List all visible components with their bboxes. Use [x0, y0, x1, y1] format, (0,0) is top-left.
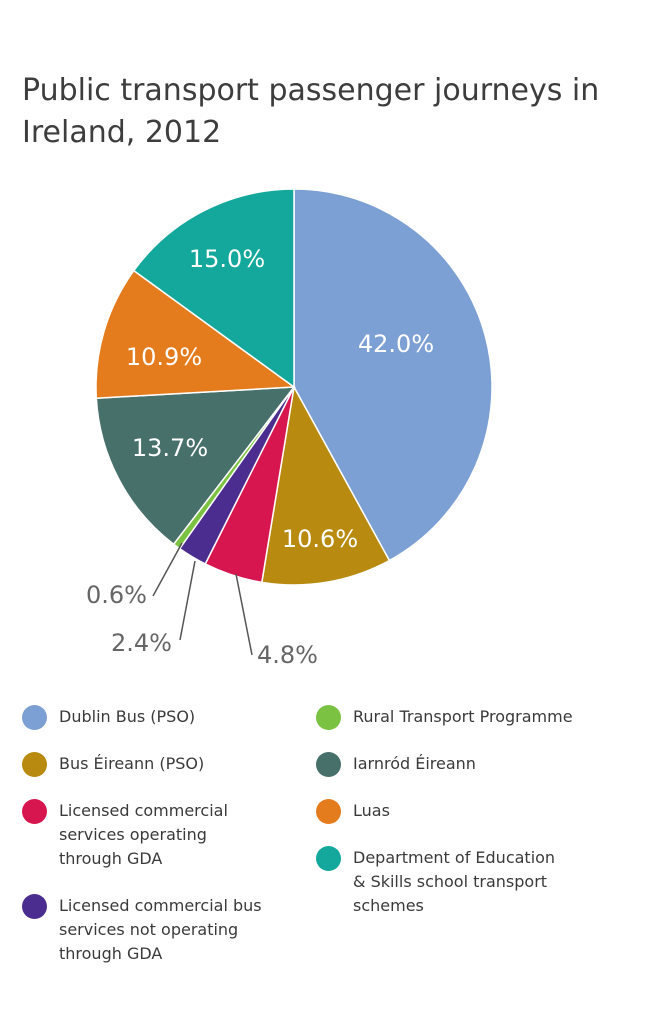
data-label-4: 0.6%	[86, 581, 147, 609]
legend-label-line: Rural Transport Programme	[353, 707, 573, 726]
legend-item-7: Department of Education & Skills school t…	[316, 846, 555, 918]
legend-label-line: Dublin Bus (PSO)	[59, 707, 196, 726]
leader-line-4	[152, 542, 183, 597]
pie-slice-7	[132, 188, 295, 389]
legend-label-line: Licensed commercial bus	[59, 896, 262, 915]
pie-slice-5	[95, 386, 296, 546]
legend-label-2: Licensed commercial services operating thr…	[59, 799, 228, 871]
legend-label-line: through GDA	[59, 849, 163, 868]
legend-label-line: schemes	[353, 896, 424, 915]
data-label-1: 10.6%	[282, 525, 358, 553]
legend-item-2: Licensed commercial services operating thr…	[22, 799, 228, 871]
legend-label-line: & Skills school transport	[353, 872, 548, 891]
legend-label-6: Luas	[353, 799, 390, 823]
legend-item-1: Bus Éireann (PSO)	[22, 752, 204, 777]
legend-label-line: Luas	[353, 801, 390, 820]
legend-label-4: Rural Transport Programme	[353, 705, 573, 729]
legend-item-4: Rural Transport Programme	[316, 705, 573, 730]
legend-swatch-1	[22, 752, 47, 777]
legend-swatch-0	[22, 705, 47, 730]
pie-slice-0	[293, 188, 493, 562]
legend-label-7: Department of Education & Skills school t…	[353, 846, 555, 918]
legend-label-line: Licensed commercial	[59, 801, 228, 820]
data-label-6: 10.9%	[126, 343, 202, 371]
pie-slice-1	[260, 384, 391, 586]
legend-label-5: Iarnród Éireann	[353, 752, 476, 776]
legend-label-line: Bus Éireann (PSO)	[59, 754, 205, 773]
leader-line-2	[235, 573, 253, 656]
data-label-0: 42.0%	[358, 330, 434, 358]
legend-swatch-3	[22, 894, 47, 919]
legend-item-0: Dublin Bus (PSO)	[22, 705, 195, 730]
data-label-3: 2.4%	[111, 629, 172, 657]
leader-line-3	[179, 560, 196, 641]
data-label-5: 13.7%	[132, 434, 208, 462]
data-label-7: 15.0%	[189, 245, 265, 273]
legend-swatch-4	[316, 705, 341, 730]
chart-title-line-2: Ireland, 2012	[22, 115, 222, 150]
legend-label-0: Dublin Bus (PSO)	[59, 705, 195, 729]
legend-swatch-2	[22, 799, 47, 824]
legend-label-1: Bus Éireann (PSO)	[59, 752, 204, 776]
legend-item-3: Licensed commercial bus services not oper…	[22, 894, 262, 966]
legend-swatch-5	[316, 752, 341, 777]
legend-swatch-6	[316, 799, 341, 824]
legend-label-line: Department of Education	[353, 848, 556, 867]
chart-title-line-1: Public transport passenger journeys in	[22, 73, 600, 108]
legend-item-6: Luas	[316, 799, 390, 824]
legend-label-3: Licensed commercial bus services not oper…	[59, 894, 262, 966]
data-label-2: 4.8%	[257, 641, 318, 669]
chart-title: Public transport passenger journeys in I…	[22, 70, 632, 154]
legend-label-line: Iarnród Éireann	[353, 754, 476, 773]
legend-swatch-7	[316, 846, 341, 871]
legend-label-line: services not operating	[59, 920, 239, 939]
legend-label-line: services operating	[59, 825, 207, 844]
legend-item-5: Iarnród Éireann	[316, 752, 476, 777]
legend-label-line: through GDA	[59, 944, 163, 963]
pie-slice-6	[95, 269, 297, 399]
pie-chart: 42.0% 10.6% 4.8% 2.4% 0.6% 13.7% 10.9% 15.0%	[86, 188, 493, 669]
